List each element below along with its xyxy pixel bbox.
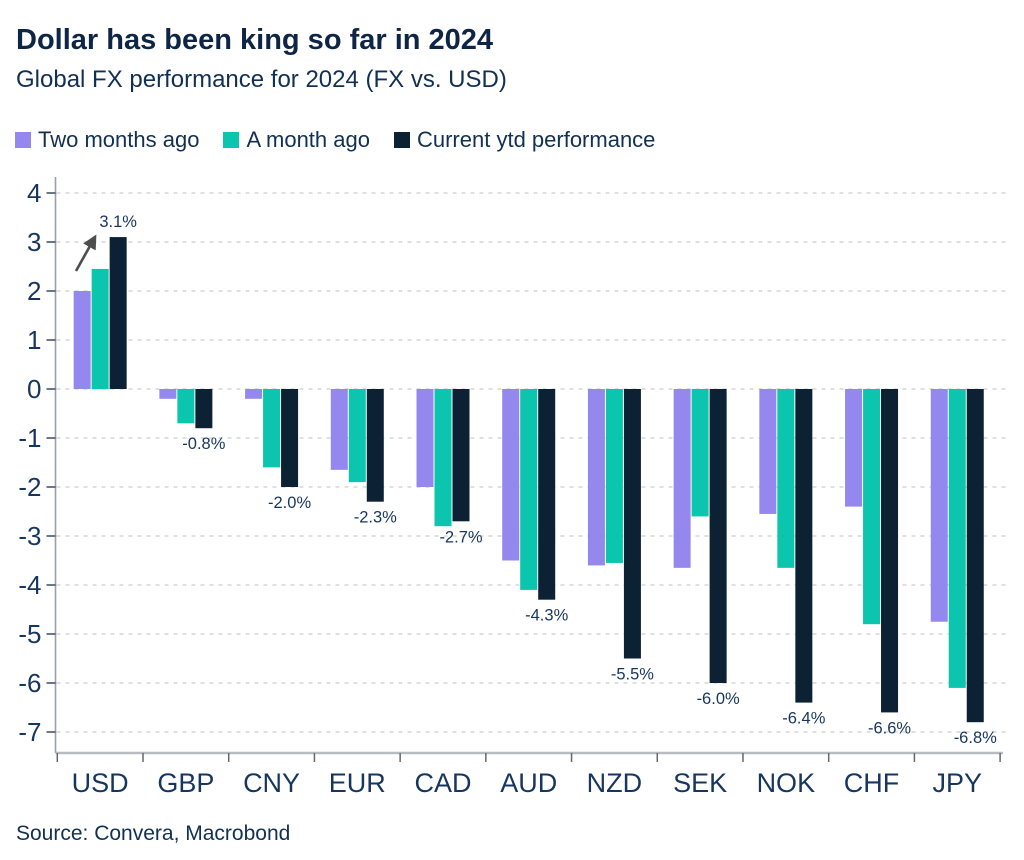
bar-USD-current-ytd-performance [109, 237, 127, 389]
legend-swatch-purple [15, 132, 31, 148]
bar-CNY-two-months-ago [245, 389, 263, 399]
page-subtitle: Global FX performance for 2024 (FX vs. U… [16, 66, 507, 93]
legend-label: Two months ago [38, 127, 200, 152]
x-axis [55, 751, 1003, 762]
bar-JPY-current-ytd-performance [966, 389, 984, 723]
y-tick-label: -2 [18, 472, 41, 502]
bar-CNY-a-month-ago [263, 389, 281, 468]
value-label-AUD: -4.3% [525, 607, 568, 625]
bar-JPY-a-month-ago [948, 389, 966, 688]
annotation-arrow [74, 234, 97, 272]
y-tick-label: -6 [18, 668, 41, 698]
category-label-NOK: NOK [757, 768, 816, 798]
category-label-USD: USD [72, 768, 129, 798]
bar-CHF-current-ytd-performance [881, 389, 899, 713]
value-labels: 3.1% -0.8% -2.0% -2.3% -2.7% -4.3% -5.5% -6.0% -… [99, 213, 997, 747]
bar-CHF-two-months-ago [845, 389, 863, 507]
bar-CHF-a-month-ago [863, 389, 881, 625]
y-tick-label: 1 [27, 325, 41, 355]
bar-NOK-two-months-ago [759, 389, 777, 514]
value-label-NOK: -6.4% [782, 710, 825, 728]
y-axis: 4 3 2 1 0 -1 -2 -3 -4 -5 -6 -7 [18, 177, 57, 753]
category-label-AUD: AUD [500, 768, 557, 798]
bar-NZD-a-month-ago [605, 389, 623, 563]
bar-NOK-a-month-ago [777, 389, 795, 568]
category-label-GBP: GBP [157, 768, 214, 798]
bar-NZD-current-ytd-performance [623, 389, 641, 659]
y-tick-label: 2 [27, 276, 41, 306]
bar-CAD-a-month-ago [434, 389, 452, 527]
bar-GBP-a-month-ago [177, 389, 195, 424]
page-title: Dollar has been king so far in 2024 [16, 24, 494, 56]
category-label-CHF: CHF [844, 768, 900, 798]
bar-JPY-two-months-ago [930, 389, 948, 622]
bar-USD-two-months-ago [73, 291, 91, 389]
bar-SEK-two-months-ago [673, 389, 691, 568]
bars [73, 237, 984, 723]
bar-CAD-two-months-ago [416, 389, 434, 487]
legend-label: Current ytd performance [416, 127, 656, 152]
legend-item-a-month-ago: A month ago [223, 129, 370, 151]
bar-AUD-current-ytd-performance [538, 389, 556, 600]
category-label-SEK: SEK [673, 768, 727, 798]
bar-CNY-current-ytd-performance [281, 389, 299, 487]
y-tick-label: 4 [27, 178, 41, 208]
value-label-EUR: -2.3% [354, 509, 397, 527]
bar-NZD-two-months-ago [587, 389, 605, 566]
legend-item-two-months-ago: Two months ago [15, 129, 199, 151]
y-tick-label: 0 [27, 374, 41, 404]
bar-EUR-current-ytd-performance [366, 389, 384, 502]
value-label-CAD: -2.7% [439, 528, 482, 546]
bar-SEK-a-month-ago [691, 389, 709, 517]
category-label-EUR: EUR [329, 768, 386, 798]
value-label-GBP: -0.8% [182, 435, 225, 453]
value-label-SEK: -6.0% [697, 690, 740, 708]
y-tick-label: -5 [18, 619, 41, 649]
legend-item-current-ytd: Current ytd performance [393, 127, 656, 152]
legend-label: A month ago [246, 127, 370, 152]
source-note: Source: Convera, Macrobond [16, 822, 291, 845]
category-label-NZD: NZD [587, 768, 643, 798]
bar-GBP-two-months-ago [159, 389, 177, 399]
value-label-NZD: -5.5% [611, 666, 654, 684]
bar-USD-a-month-ago [91, 268, 109, 389]
value-label-CHF: -6.6% [868, 719, 911, 737]
bar-AUD-two-months-ago [502, 389, 520, 561]
category-labels: USD GBP CNY EUR CAD AUD NZD SEK NOK CHF JPY [72, 768, 982, 798]
category-label-JPY: JPY [932, 768, 982, 798]
bar-AUD-a-month-ago [520, 389, 538, 590]
bar-EUR-two-months-ago [330, 389, 348, 470]
bar-GBP-current-ytd-performance [195, 389, 213, 429]
y-tick-label: -3 [18, 521, 41, 551]
legend: Two months ago A month ago Current ytd p… [15, 129, 655, 151]
y-tick-label: -4 [18, 570, 41, 600]
y-tick-label: 3 [27, 227, 41, 257]
bar-EUR-a-month-ago [348, 389, 366, 483]
value-label-USD: 3.1% [99, 213, 137, 231]
y-tick-label: -1 [18, 423, 41, 453]
legend-swatch-navy [393, 132, 410, 148]
bar-NOK-current-ytd-performance [795, 389, 813, 703]
y-tick-label: -7 [18, 717, 41, 747]
bar-CAD-current-ytd-performance [452, 389, 470, 522]
value-label-JPY: -6.8% [954, 729, 997, 747]
category-label-CAD: CAD [414, 768, 471, 798]
legend-swatch-teal [223, 132, 240, 148]
bar-SEK-current-ytd-performance [709, 389, 727, 683]
value-label-CNY: -2.0% [268, 494, 311, 512]
category-label-CNY: CNY [243, 768, 300, 798]
